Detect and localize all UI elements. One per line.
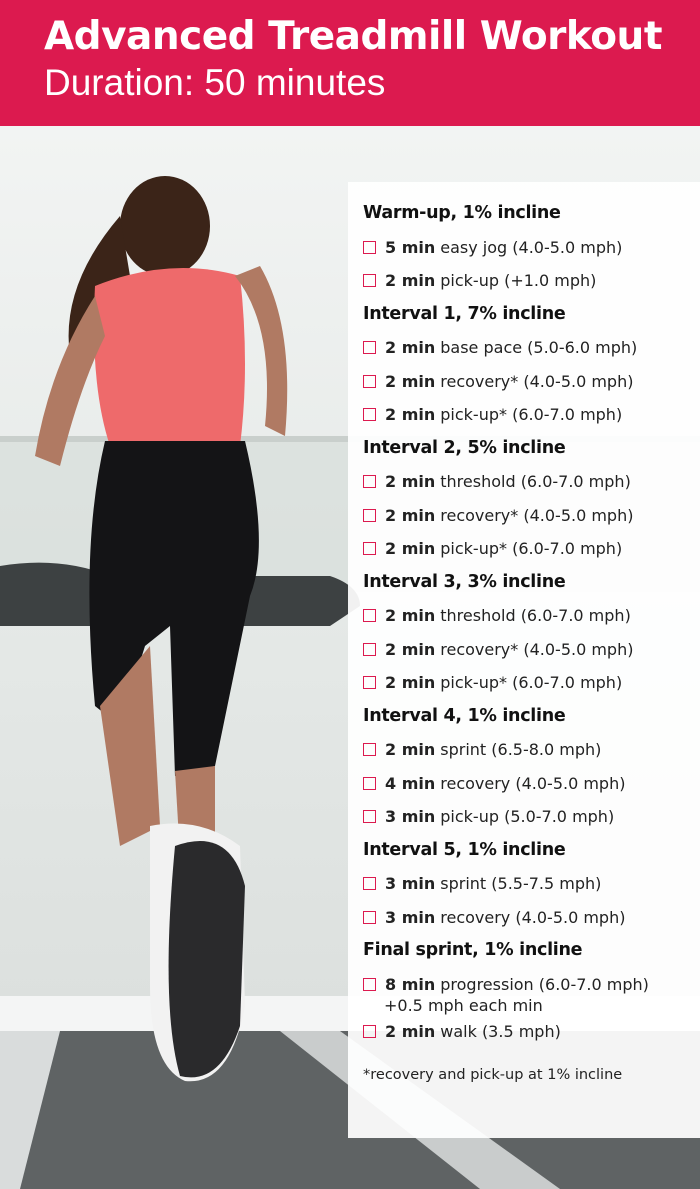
workout-plan-panel: Warm-up, 1% incline 5 min easy jog (4.0-5.… (348, 182, 700, 1138)
step-duration: 3 min (385, 907, 436, 927)
step-description: base pace (5.0-6.0 mph) (440, 338, 638, 357)
step-duration: 3 min (385, 807, 436, 826)
step-description: sprint (6.5-8.0 mph) (440, 740, 602, 759)
section-heading: Interval 1, 7% incline (363, 303, 566, 324)
step-duration: 2 min (385, 505, 436, 525)
step-description: recovery (4.0-5.0 mph) (440, 773, 626, 793)
checkbox-icon[interactable] (363, 508, 376, 522)
step-description: recovery* (4.0-5.0 mph) (440, 505, 634, 525)
header-banner: Advanced Treadmill Workout Duration: 50 … (0, 0, 700, 126)
step-duration: 2 min (385, 639, 436, 659)
workout-step: 2 min pick-up* (6.0-7.0 mph) (363, 398, 700, 432)
step-description: progression (6.0-7.0 mph) (440, 974, 649, 994)
step-description: threshold (6.0-7.0 mph) (440, 472, 631, 491)
step-description: pick-up (+1.0 mph) (440, 271, 597, 290)
checkbox-icon[interactable] (363, 542, 376, 556)
workout-step: 2 min pick-up (+1.0 mph) (363, 264, 700, 298)
workout-step: 2 min threshold (6.0-7.0 mph) (363, 599, 700, 633)
step-description: threshold (6.0-7.0 mph) (440, 606, 631, 625)
footnote: *recovery and pick-up at 1% incline (363, 1066, 623, 1083)
step-description: recovery (4.0-5.0 mph) (440, 907, 626, 927)
workout-step: 2 min threshold (6.0-7.0 mph) (363, 465, 700, 499)
step-description: pick-up* (6.0-7.0 mph) (440, 405, 623, 424)
step-description: recovery* (4.0-5.0 mph) (440, 371, 634, 391)
step-description: sprint (5.5-7.5 mph) (440, 874, 602, 893)
step-description: walk (3.5 mph) (440, 1022, 561, 1041)
step-duration: 4 min (385, 773, 436, 793)
checkbox-icon[interactable] (363, 475, 376, 489)
workout-step: 2 min walk (3.5 mph) (363, 1015, 700, 1049)
checkbox-icon[interactable] (363, 977, 376, 991)
workout-step: 2 min recovery* (4.0-5.0 mph) (363, 633, 700, 667)
step-note: +0.5 mph each min (384, 996, 543, 1015)
section-heading: Warm-up, 1% incline (363, 203, 561, 223)
checkbox-icon[interactable] (363, 810, 376, 824)
checkbox-icon[interactable] (363, 776, 376, 790)
step-duration: 2 min (385, 405, 436, 424)
checkbox-icon[interactable] (363, 676, 376, 690)
section-heading: Interval 5, 1% incline (363, 839, 566, 860)
step-description: pick-up* (6.0-7.0 mph) (440, 539, 623, 558)
workout-step: 2 min recovery* (4.0-5.0 mph) (363, 365, 700, 399)
step-description: pick-up (5.0-7.0 mph) (440, 807, 615, 826)
section-heading: Interval 3, 3% incline (363, 571, 566, 592)
workout-step: 5 min easy jog (4.0-5.0 mph) (363, 231, 700, 265)
step-duration: 3 min (385, 874, 436, 893)
step-description: recovery* (4.0-5.0 mph) (440, 639, 634, 659)
section-heading: Interval 2, 5% incline (363, 437, 566, 458)
checkbox-icon[interactable] (363, 910, 376, 924)
step-duration: 8 min (385, 974, 436, 994)
step-duration: 5 min (385, 237, 436, 257)
workout-step: 2 min pick-up* (6.0-7.0 mph) (363, 532, 700, 566)
workout-step: 3 min pick-up (5.0-7.0 mph) (363, 800, 700, 834)
step-duration: 2 min (385, 539, 436, 558)
step-description: easy jog (4.0-5.0 mph) (440, 237, 623, 257)
workout-step: 2 min recovery* (4.0-5.0 mph) (363, 499, 700, 533)
page-title: Advanced Treadmill Workout (44, 14, 662, 59)
duration-subtitle: Duration: 50 minutes (44, 62, 386, 103)
workout-step: 4 min recovery (4.0-5.0 mph) (363, 767, 700, 801)
checkbox-icon[interactable] (363, 877, 376, 891)
checkbox-icon[interactable] (363, 341, 376, 355)
step-description: pick-up* (6.0-7.0 mph) (440, 673, 623, 692)
checkbox-icon[interactable] (363, 1025, 376, 1039)
step-duration: 2 min (385, 472, 436, 491)
checkbox-icon[interactable] (363, 609, 376, 623)
section-heading: Final sprint, 1% incline (363, 940, 583, 960)
step-duration: 2 min (385, 371, 436, 391)
step-duration: 2 min (385, 606, 436, 625)
step-duration: 2 min (385, 673, 436, 692)
checkbox-icon[interactable] (363, 642, 376, 656)
workout-step: 2 min pick-up* (6.0-7.0 mph) (363, 666, 700, 700)
step-duration: 2 min (385, 1022, 436, 1041)
step-duration: 2 min (385, 338, 436, 357)
workout-step: 3 min sprint (5.5-7.5 mph) (363, 867, 700, 901)
step-duration: 2 min (385, 271, 436, 290)
workout-step: 2 min base pace (5.0-6.0 mph) (363, 331, 700, 365)
checkbox-icon[interactable] (363, 274, 376, 288)
checkbox-icon[interactable] (363, 374, 376, 388)
step-duration: 2 min (385, 740, 436, 759)
workout-step: 8 min progression (6.0-7.0 mph) (363, 968, 700, 1002)
workout-step: 2 min sprint (6.5-8.0 mph) (363, 733, 700, 767)
checkbox-icon[interactable] (363, 743, 376, 757)
checkbox-icon[interactable] (363, 408, 376, 422)
checkbox-icon[interactable] (363, 240, 376, 254)
workout-step: 3 min recovery (4.0-5.0 mph) (363, 901, 700, 935)
section-heading: Interval 4, 1% incline (363, 705, 566, 726)
